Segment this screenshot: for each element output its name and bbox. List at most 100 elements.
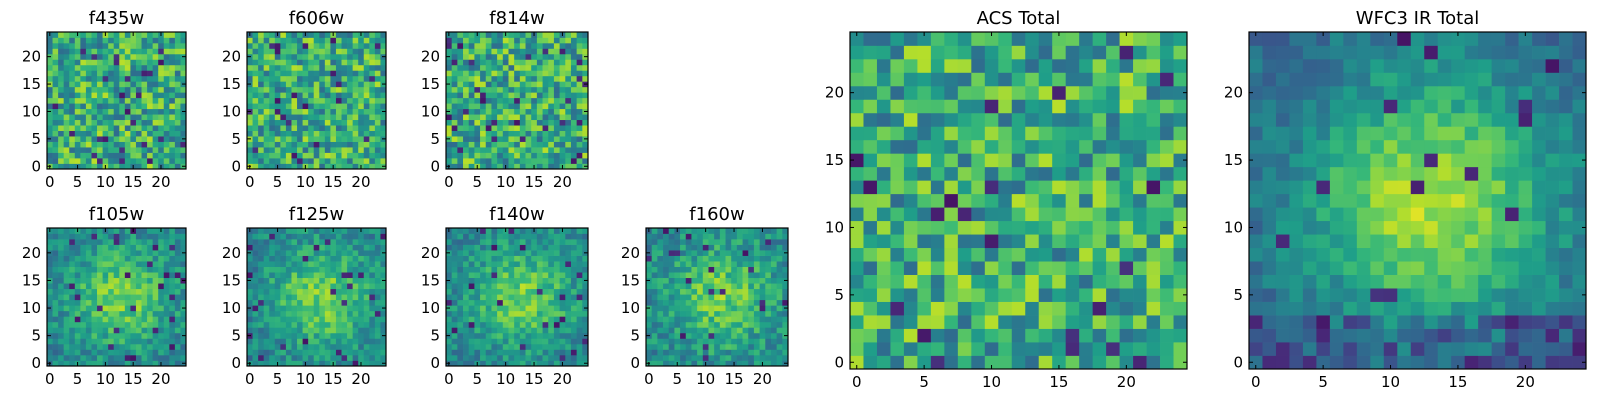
heatmap-cell [119,141,126,148]
heatmap-cell [491,266,498,273]
heatmap-cell [570,108,577,115]
heatmap-cell [302,37,309,44]
heatmap-cell [85,233,92,240]
heatmap-cell [302,332,309,339]
heatmap-cell [102,244,109,251]
heatmap-cell [582,233,589,240]
heatmap-cell [80,266,87,273]
heatmap-cell [485,261,492,267]
heatmap-cell [335,343,342,350]
heatmap-cell [582,75,589,82]
heatmap-cell [753,321,760,328]
heatmap-cell [668,354,675,361]
heatmap-cell [514,327,521,334]
heatmap-cell [63,136,70,142]
heatmap-cell [247,349,253,356]
heatmap-cell [124,233,131,240]
heatmap-cell [930,193,945,208]
heatmap-cell [91,81,98,88]
heatmap-cell [119,108,126,115]
heatmap-cell [497,305,504,312]
heatmap-cell [451,147,458,153]
heatmap-cell [280,64,287,71]
heatmap-cell [80,343,87,350]
heatmap-cell [548,119,555,126]
heatmap-cell [582,327,589,334]
heatmap-cell [63,305,70,312]
heatmap-cell [576,294,583,301]
heatmap-cell [308,338,315,345]
heatmap-cell [269,53,276,60]
heatmap-cell [1092,247,1107,262]
heatmap-cell [258,86,265,93]
heatmap-cell [525,37,532,44]
heatmap-cell [451,64,458,71]
heatmap-cell [497,277,504,284]
heatmap-cell [502,147,509,153]
heatmap-cell [141,255,148,262]
heatmap-cell [147,53,153,60]
heatmap-cell [313,343,320,350]
heatmap-cell [252,349,259,356]
heatmap-cell [576,349,583,356]
heatmap-cell [280,310,287,317]
heatmap-cell [1146,315,1161,329]
heatmap-cell [247,48,253,55]
heatmap-cell [63,294,70,301]
heatmap-cell [480,332,487,339]
heatmap-cell [457,163,464,170]
heatmap-cell [247,141,253,148]
heatmap-cell [468,261,475,267]
heatmap-cell [770,349,777,356]
heatmap-cell [576,97,583,104]
heatmap-cell [163,299,170,306]
heatmap-cell [463,81,470,88]
heatmap-cell [680,228,687,234]
heatmap-cell [480,141,487,148]
heatmap-cell [1160,328,1174,343]
heatmap-cell [58,64,65,71]
heatmap-cell [917,180,932,195]
heatmap-cell [374,349,381,356]
heatmap-cell [158,255,165,262]
heatmap-cell [765,250,772,256]
heatmap-cell [480,136,487,142]
heatmap-cell [308,64,315,71]
heatmap-cell [514,321,521,328]
axes-frame [246,227,387,367]
heatmap-cell [474,244,481,251]
heatmap-cell [446,288,453,295]
heatmap-cell [480,86,487,93]
heatmap-cell [52,92,59,99]
heatmap-cell [565,42,572,49]
heatmap-cell [508,108,515,115]
heatmap-cell [297,288,303,295]
heatmap-cell [570,147,577,153]
heatmap-cell [451,266,458,273]
x-tick-label: 15 [124,370,143,388]
heatmap-cell [451,327,458,334]
heatmap-cell [80,272,87,279]
heatmap-cell [850,274,864,289]
heatmap-cell [274,53,281,60]
heatmap-cell [291,244,298,251]
heatmap-cell [708,283,715,290]
heatmap-cell [369,70,376,77]
heatmap-cell [663,244,670,251]
heatmap-cell [984,315,999,329]
heatmap-cell [291,152,298,159]
heatmap-cell [163,70,170,77]
heatmap-cell [582,316,589,323]
heatmap-cell [263,42,270,49]
heatmap-cell [1065,180,1080,195]
heatmap-cell [519,244,526,251]
heatmap-cell [651,261,658,267]
heatmap-cell [58,119,65,126]
heatmap-cell [247,266,253,273]
heatmap-cell [135,343,142,350]
heatmap-cell [97,42,103,49]
heatmap-cell [341,103,348,110]
heatmap-cell [663,354,670,361]
heatmap-cell [147,59,153,66]
heatmap-cell [102,349,109,356]
